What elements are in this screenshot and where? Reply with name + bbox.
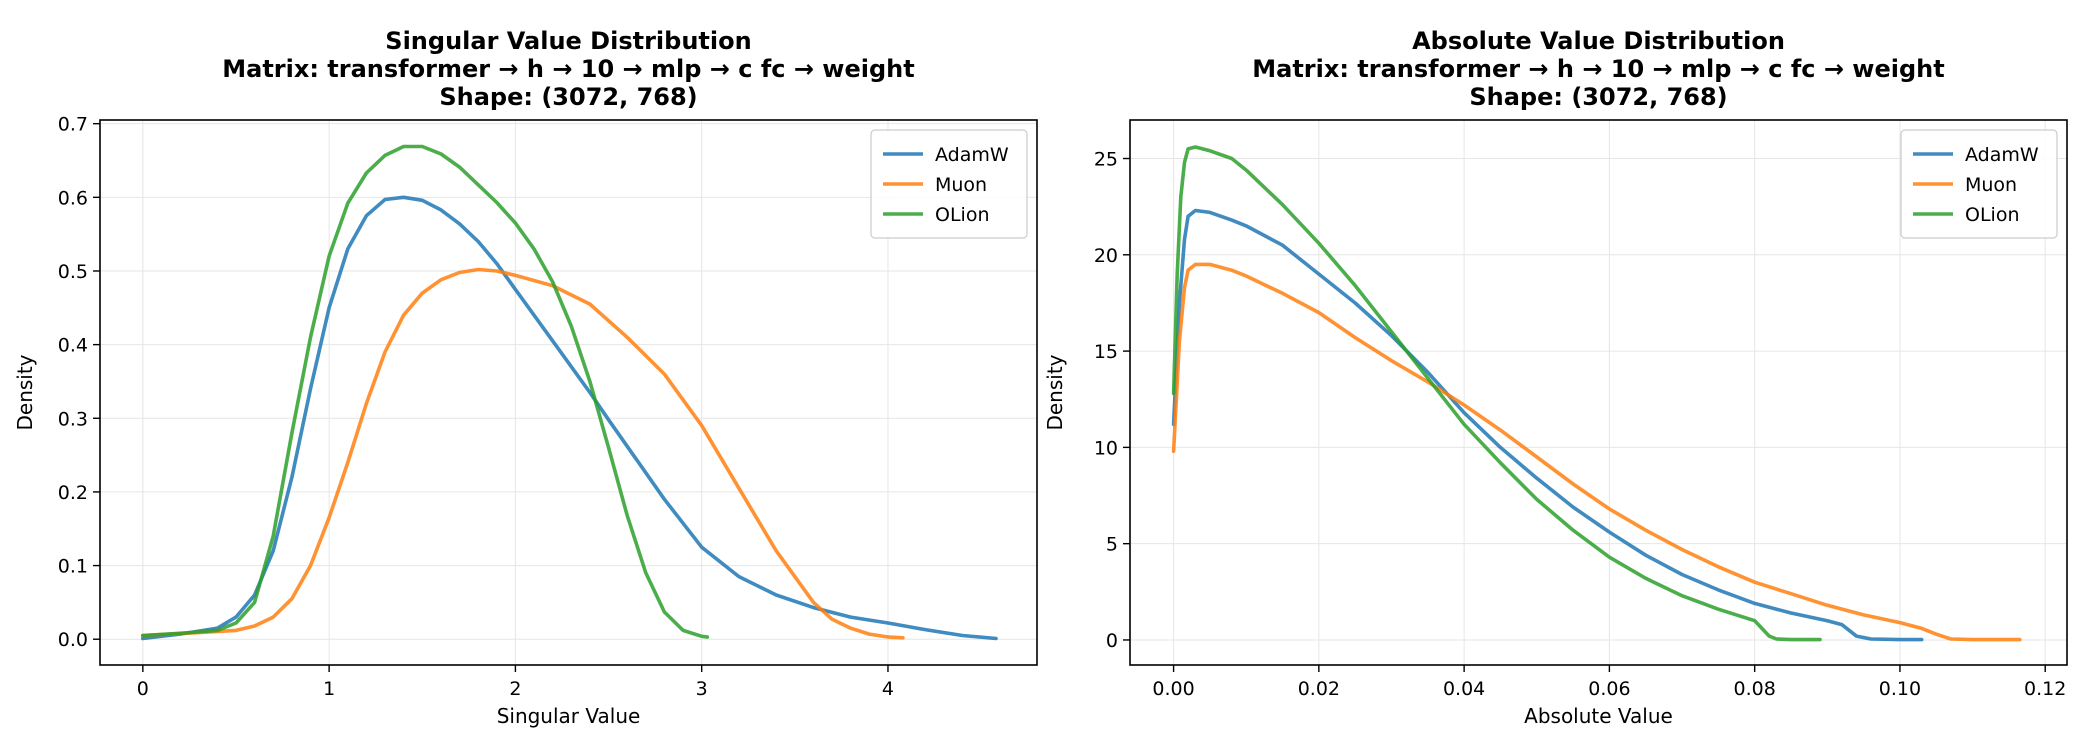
chart-title-line: Shape: (3072, 768) xyxy=(1469,83,1727,111)
y-tick-label: 0.7 xyxy=(58,114,88,136)
y-tick-label: 0 xyxy=(1106,630,1118,652)
plot-frame xyxy=(99,119,1038,666)
series-line-adamw xyxy=(141,195,998,641)
x-tick-label: 0.02 xyxy=(1298,678,1340,700)
series-line-olion xyxy=(1171,145,1822,642)
series-line-olion xyxy=(141,144,710,639)
series-line-muon xyxy=(1171,262,2022,642)
chart-title-line: Singular Value Distribution xyxy=(385,27,751,55)
x-tick-label: 1 xyxy=(323,678,335,700)
y-tick-label: 15 xyxy=(1094,341,1118,363)
legend-box xyxy=(1900,129,2058,239)
chart-title-line: Absolute Value Distribution xyxy=(1412,27,1785,55)
y-tick-label: 10 xyxy=(1094,437,1118,459)
series-line-muon xyxy=(141,267,905,640)
chart-absolute: 0.00 0.02 0.04 0.06 0.08 0.10 0.12 0 5 10 15 20 25 Ab… xyxy=(1043,27,2068,728)
chart-title-line: Shape: (3072, 768) xyxy=(439,83,697,111)
x-tick-label: 0.04 xyxy=(1443,678,1485,700)
legend-box xyxy=(870,129,1028,239)
legend-label-olion: OLion xyxy=(935,204,990,226)
chart-title-line: Matrix: transformer → h → 10 → mlp → c f… xyxy=(1252,55,1944,83)
chart-title-line: Matrix: transformer → h → 10 → mlp → c f… xyxy=(222,55,914,83)
legend-label-adamw: AdamW xyxy=(935,144,1009,166)
x-tick-label: 0 xyxy=(137,678,149,700)
y-tick-label: 0.4 xyxy=(58,335,88,357)
x-axis-label: Absolute Value xyxy=(1524,704,1673,728)
x-tick-label: 0.00 xyxy=(1152,678,1194,700)
x-tick-label: 0.10 xyxy=(1879,678,1921,700)
x-tick-label: 4 xyxy=(882,678,894,700)
y-tick-label: 25 xyxy=(1094,149,1118,171)
chart-singular: 0 1 2 3 4 0.0 0.1 0.2 0.3 0.4 0.5 0.6 0.7 Singular Va… xyxy=(13,27,1038,728)
x-tick-label: 3 xyxy=(696,678,708,700)
y-tick-label: 5 xyxy=(1106,534,1118,556)
legend-label-muon: Muon xyxy=(1965,174,2017,196)
x-axis-label: Singular Value xyxy=(497,704,641,728)
y-tick-label: 0.6 xyxy=(58,187,88,209)
y-tick-label: 0.5 xyxy=(58,261,88,283)
x-tick-label: 2 xyxy=(509,678,521,700)
y-tick-label: 0.1 xyxy=(58,556,88,578)
legend-label-adamw: AdamW xyxy=(1965,144,2039,166)
legend: AdamW Muon OLion xyxy=(870,129,1028,239)
x-tick-label: 0.12 xyxy=(2024,678,2066,700)
y-tick-label: 0.0 xyxy=(58,629,88,651)
y-tick-label: 0.2 xyxy=(58,482,88,504)
x-tick-label: 0.06 xyxy=(1588,678,1630,700)
legend-label-muon: Muon xyxy=(935,174,987,196)
y-axis-label: Density xyxy=(13,354,37,430)
y-tick-label: 0.3 xyxy=(58,408,88,430)
y-tick-label: 20 xyxy=(1094,245,1118,267)
legend-label-olion: OLion xyxy=(1965,204,2020,226)
series-line-adamw xyxy=(1171,208,1924,642)
legend: AdamW Muon OLion xyxy=(1900,129,2058,239)
plot-frame xyxy=(1129,119,2068,666)
y-axis-label: Density xyxy=(1043,354,1067,430)
x-tick-label: 0.08 xyxy=(1734,678,1776,700)
